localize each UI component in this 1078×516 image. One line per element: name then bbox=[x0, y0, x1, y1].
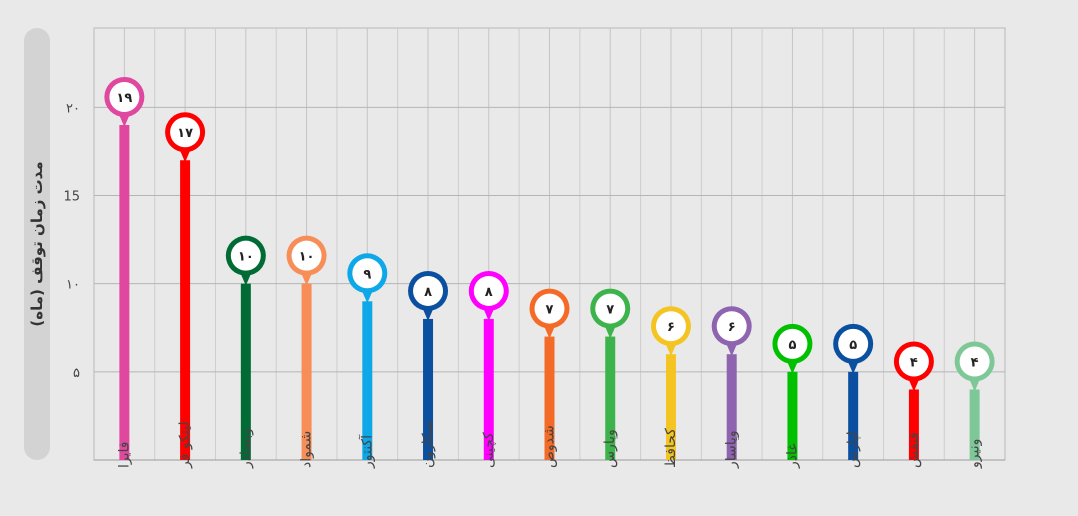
pin-marker-inner bbox=[777, 328, 808, 359]
x-tick-label: قنقش bbox=[906, 432, 922, 468]
y-tick-label: ۵ bbox=[73, 366, 80, 381]
data-label: ۷ bbox=[546, 303, 554, 318]
bar bbox=[969, 389, 980, 460]
data-label: ۱۹ bbox=[116, 91, 132, 106]
pin-marker-inner bbox=[230, 240, 261, 271]
x-tick-label: وبصادر bbox=[238, 428, 254, 469]
pin-marker-inner bbox=[595, 293, 626, 324]
bar bbox=[423, 318, 434, 460]
y-axis-label-background bbox=[24, 28, 50, 460]
data-label: ۸ bbox=[485, 285, 493, 300]
data-label: ۶ bbox=[728, 320, 736, 335]
bar bbox=[119, 124, 130, 461]
bar bbox=[240, 283, 251, 460]
bar bbox=[362, 301, 373, 460]
x-tick-label: لپارس bbox=[845, 431, 861, 468]
y-tick-label: ۲۰ bbox=[66, 101, 80, 116]
pin-marker-inner bbox=[716, 311, 747, 342]
data-label: ۴ bbox=[971, 355, 979, 370]
data-label: ۱۷ bbox=[177, 126, 193, 141]
x-tick-label: غاذر bbox=[784, 443, 800, 469]
pin-marker-inner bbox=[109, 81, 140, 112]
data-label: ۶ bbox=[667, 320, 675, 335]
y-tick-label: 15 bbox=[63, 190, 80, 205]
bar bbox=[301, 283, 312, 460]
x-tick-label: وپارس bbox=[602, 429, 618, 468]
pin-marker-inner bbox=[898, 346, 929, 377]
bar bbox=[848, 371, 859, 460]
x-tick-label: سکارون bbox=[420, 420, 436, 468]
x-tick-label: شمواد bbox=[299, 431, 315, 468]
x-tick-label: لیتکو فر bbox=[177, 421, 193, 469]
bar bbox=[605, 336, 616, 460]
data-label: ۵ bbox=[788, 338, 796, 353]
pin-marker-inner bbox=[413, 275, 444, 306]
bar bbox=[726, 354, 737, 460]
x-tick-label: آکنتور bbox=[358, 434, 375, 469]
data-label: ۵ bbox=[849, 338, 857, 353]
data-label: ۷ bbox=[606, 303, 614, 318]
pin-marker-inner bbox=[838, 328, 869, 359]
x-tick-label: کحافظ bbox=[663, 428, 679, 468]
x-tick-label: کچینی bbox=[481, 432, 497, 468]
bar bbox=[544, 336, 555, 460]
bar bbox=[908, 389, 919, 460]
bar bbox=[180, 160, 191, 460]
data-label: ۱۰ bbox=[299, 250, 315, 265]
data-label: ۸ bbox=[424, 285, 432, 300]
x-tick-label: وپاسار bbox=[724, 430, 740, 469]
pin-marker-inner bbox=[352, 258, 383, 289]
bar bbox=[665, 354, 676, 460]
pin-marker-inner bbox=[959, 346, 990, 377]
data-label: ۴ bbox=[910, 355, 918, 370]
y-tick-label: ۱۰ bbox=[66, 278, 80, 293]
pin-marker-inner bbox=[655, 311, 686, 342]
x-tick-label: ونیرو bbox=[967, 439, 983, 469]
pin-marker-inner bbox=[291, 240, 322, 271]
x-tick-label: فایرا bbox=[116, 442, 132, 468]
data-label: ۱۰ bbox=[238, 250, 254, 265]
pin-marker-inner bbox=[534, 293, 565, 324]
pin-marker-inner bbox=[170, 117, 201, 148]
data-label: ۹ bbox=[363, 267, 371, 282]
bar bbox=[483, 318, 494, 460]
x-tick-label: شدوص bbox=[542, 425, 558, 468]
pin-marker-inner bbox=[473, 275, 504, 306]
bar bbox=[787, 371, 798, 460]
